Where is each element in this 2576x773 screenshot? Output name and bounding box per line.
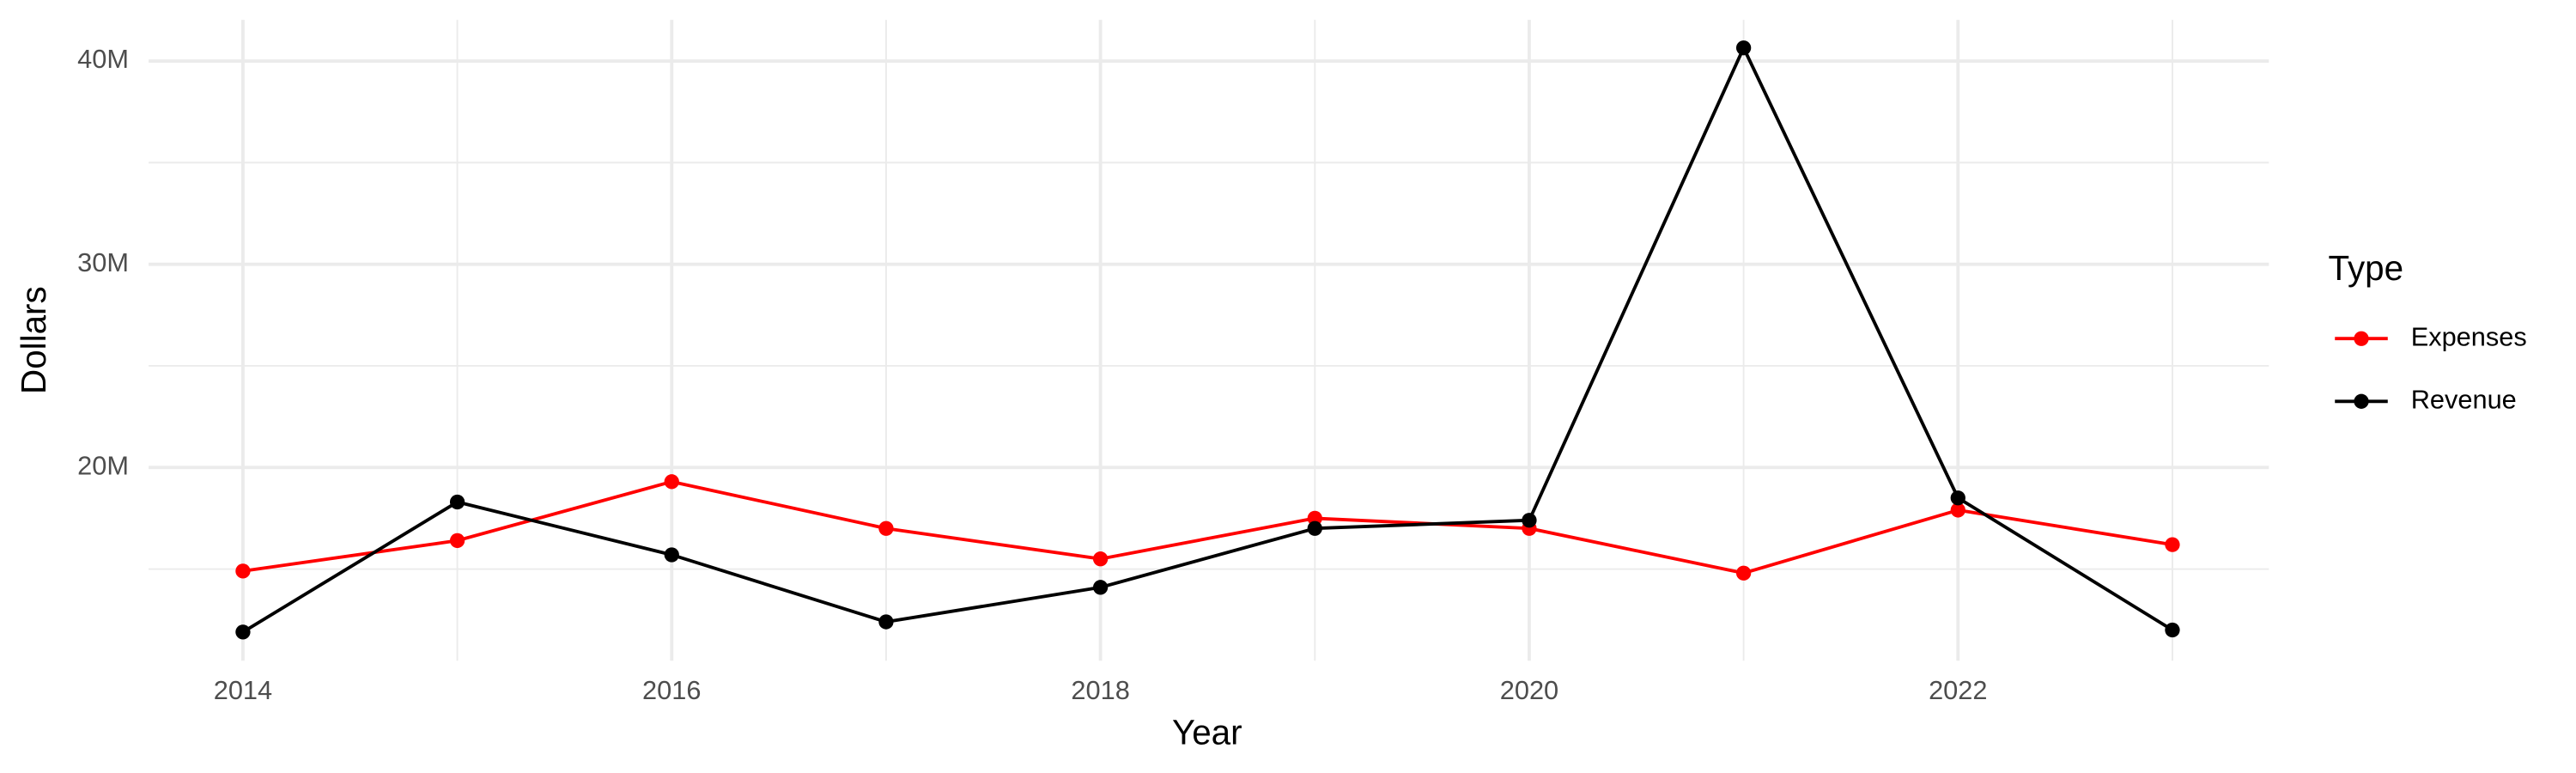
- data-point: [235, 624, 251, 640]
- data-point: [1092, 580, 1109, 595]
- data-point: [664, 474, 679, 490]
- data-point: [664, 547, 679, 563]
- series-line: [242, 479, 2173, 575]
- data-point: [1092, 551, 1109, 567]
- y-tick-label: 40M: [77, 44, 129, 74]
- data-point: [449, 533, 465, 549]
- x-axis-title: Year: [1172, 712, 1242, 752]
- x-tick-label: 2018: [1071, 675, 1129, 705]
- x-tick-label: 2014: [214, 675, 272, 705]
- data-point: [1735, 565, 1752, 581]
- data-point: [1307, 510, 1322, 526]
- data-point: [1950, 490, 1965, 506]
- data-point: [2165, 622, 2180, 638]
- data-point: [1522, 513, 1537, 528]
- x-tick-label: 2016: [642, 675, 701, 705]
- legend-key-point: [2354, 393, 2369, 409]
- data-point: [1735, 40, 1752, 56]
- legend-label: Expenses: [2411, 321, 2527, 351]
- x-tick-label: 2020: [1500, 675, 1558, 705]
- data-point: [878, 614, 894, 630]
- legend-key-point: [2354, 331, 2369, 346]
- data-point: [235, 563, 251, 579]
- x-tick-label: 2022: [1929, 675, 1987, 705]
- y-axis-title: Dollars: [14, 286, 53, 394]
- legend-label: Revenue: [2411, 384, 2517, 414]
- data-point: [1307, 520, 1322, 536]
- y-tick-label: 20M: [77, 450, 129, 480]
- data-point: [449, 494, 465, 510]
- y-tick-label: 30M: [77, 247, 129, 277]
- data-point: [878, 520, 894, 536]
- data-point: [2165, 537, 2180, 552]
- legend-title: Type: [2329, 248, 2404, 288]
- series-line: [241, 44, 2173, 634]
- data-point: [1950, 502, 1965, 518]
